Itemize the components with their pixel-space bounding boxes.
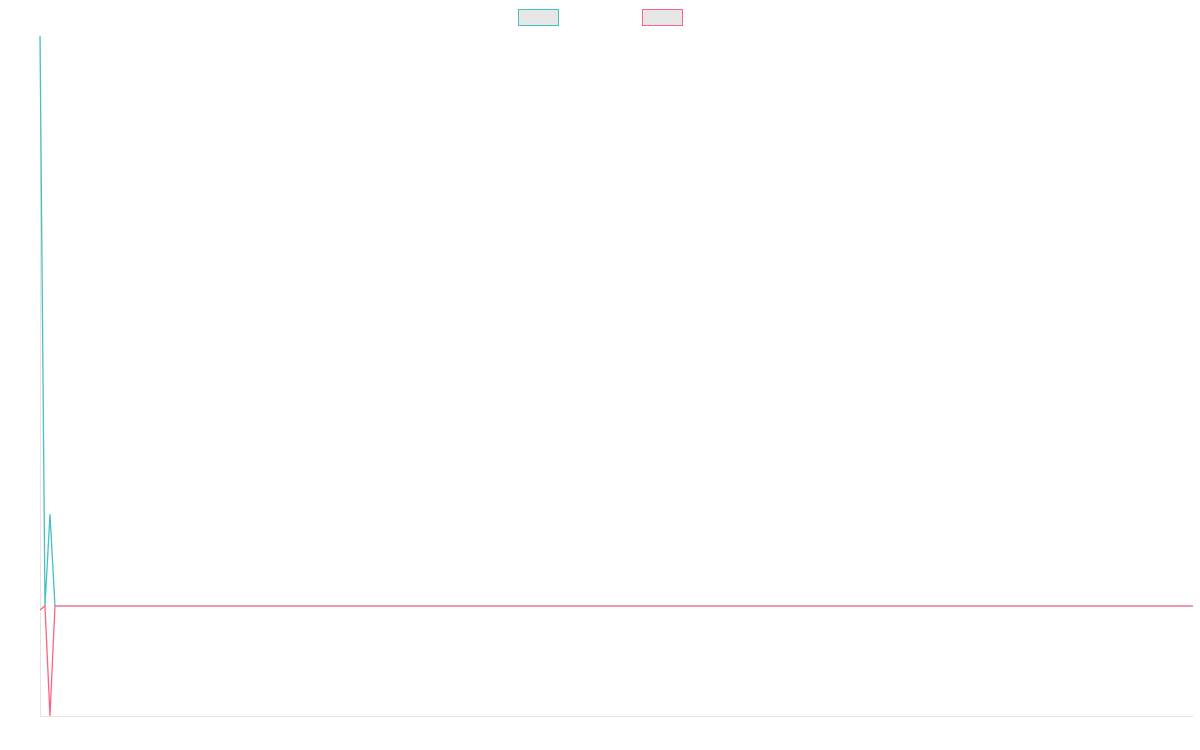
line-series	[39, 604, 1193, 717]
line-series	[39, 35, 1193, 607]
legend-swatch	[518, 9, 559, 26]
legend-swatch	[642, 9, 683, 26]
